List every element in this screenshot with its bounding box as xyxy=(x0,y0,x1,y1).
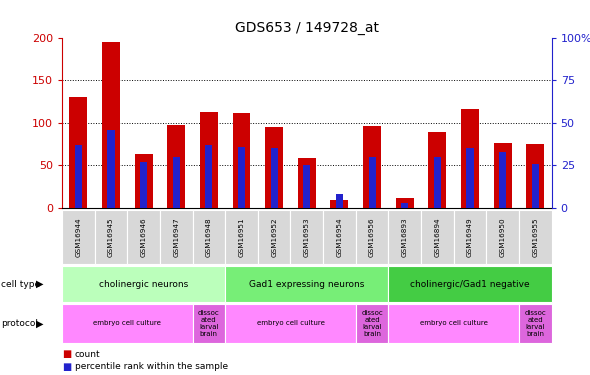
Bar xyxy=(75,145,82,208)
Bar xyxy=(499,152,506,208)
Bar xyxy=(167,124,185,208)
Text: ■: ■ xyxy=(62,362,71,372)
Text: embryo cell culture: embryo cell culture xyxy=(93,320,161,326)
Text: GSM16947: GSM16947 xyxy=(173,217,179,257)
Text: ▶: ▶ xyxy=(36,318,43,328)
Bar xyxy=(102,42,120,208)
Bar xyxy=(461,109,479,208)
Bar xyxy=(173,157,180,208)
Bar xyxy=(336,195,343,208)
Bar xyxy=(265,127,283,208)
Text: protocol: protocol xyxy=(1,319,38,328)
Bar xyxy=(200,112,218,208)
Text: GSM16953: GSM16953 xyxy=(304,217,310,257)
Bar xyxy=(396,198,414,208)
Text: embryo cell culture: embryo cell culture xyxy=(419,320,488,326)
Text: Gad1 expressing neurons: Gad1 expressing neurons xyxy=(249,280,365,289)
Bar xyxy=(434,157,441,208)
Text: GSM16955: GSM16955 xyxy=(532,217,538,257)
Title: GDS653 / 149728_at: GDS653 / 149728_at xyxy=(235,21,379,35)
Text: GSM16956: GSM16956 xyxy=(369,217,375,257)
Text: GSM16950: GSM16950 xyxy=(500,217,506,257)
Text: GSM16893: GSM16893 xyxy=(402,217,408,257)
Bar xyxy=(401,203,408,208)
Bar xyxy=(107,130,114,208)
Bar xyxy=(271,148,278,208)
Bar xyxy=(330,200,349,208)
Text: GSM16952: GSM16952 xyxy=(271,217,277,257)
Text: GSM16944: GSM16944 xyxy=(76,217,81,257)
Text: cell type: cell type xyxy=(1,280,40,289)
Bar xyxy=(69,97,87,208)
Bar xyxy=(467,148,474,208)
Text: count: count xyxy=(75,350,100,359)
Bar xyxy=(428,132,447,208)
Bar xyxy=(238,147,245,208)
Bar xyxy=(140,162,147,208)
Text: GSM16946: GSM16946 xyxy=(140,217,146,257)
Text: cholinergic neurons: cholinergic neurons xyxy=(99,280,188,289)
Bar xyxy=(135,154,153,208)
Bar xyxy=(303,165,310,208)
Bar xyxy=(369,157,376,208)
Bar xyxy=(526,144,545,208)
Text: GSM16954: GSM16954 xyxy=(336,217,342,257)
Text: GSM16945: GSM16945 xyxy=(108,217,114,257)
Bar xyxy=(532,164,539,208)
Text: GSM16951: GSM16951 xyxy=(238,217,244,257)
Text: ▶: ▶ xyxy=(36,279,43,289)
Bar xyxy=(363,126,381,208)
Text: percentile rank within the sample: percentile rank within the sample xyxy=(75,362,228,371)
Text: dissoc
ated
larval
brain: dissoc ated larval brain xyxy=(198,310,219,337)
Text: dissoc
ated
larval
brain: dissoc ated larval brain xyxy=(361,310,383,337)
Bar xyxy=(494,143,512,208)
Text: GSM16894: GSM16894 xyxy=(434,217,440,257)
Text: ■: ■ xyxy=(62,350,71,359)
Text: cholinergic/Gad1 negative: cholinergic/Gad1 negative xyxy=(410,280,530,289)
Text: embryo cell culture: embryo cell culture xyxy=(257,320,324,326)
Text: dissoc
ated
larval
brain: dissoc ated larval brain xyxy=(525,310,546,337)
Bar xyxy=(298,158,316,208)
Text: GSM16948: GSM16948 xyxy=(206,217,212,257)
Bar xyxy=(232,113,251,208)
Bar xyxy=(205,145,212,208)
Text: GSM16949: GSM16949 xyxy=(467,217,473,257)
